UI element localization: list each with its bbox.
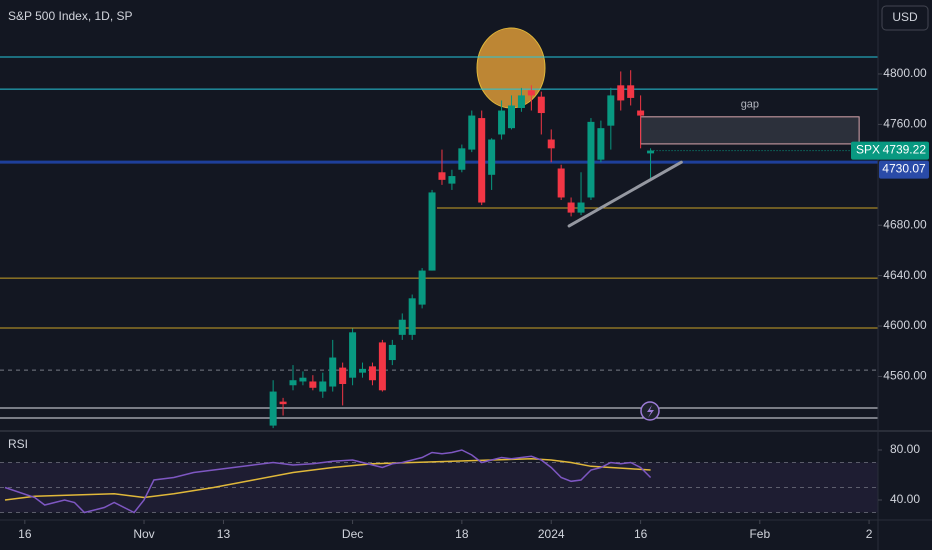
candle-body: [468, 115, 476, 150]
y-tick-label: 4800.00: [883, 66, 927, 80]
price-badge-symbol: SPX: [856, 143, 880, 157]
candle-body: [567, 202, 575, 213]
rsi-ma-line: [4, 458, 651, 501]
candle-body: [319, 381, 327, 392]
candle-body: [289, 380, 297, 386]
line-badge-value: 4730.07: [882, 162, 926, 176]
candle-body: [587, 121, 595, 198]
candle-body: [607, 95, 615, 126]
candle-body: [388, 344, 396, 361]
candle-body: [498, 110, 506, 135]
candle-body: [378, 342, 386, 391]
y-tick-label: 4680.00: [883, 217, 927, 231]
candle-body: [339, 367, 347, 385]
candle-body: [279, 401, 287, 405]
y-tick-label: 4560.00: [883, 369, 927, 383]
line-badge: [879, 160, 929, 179]
candle-body: [617, 85, 625, 101]
candle-body: [637, 110, 645, 116]
currency-label: USD: [892, 10, 918, 24]
candle-body: [359, 368, 367, 373]
y-tick-label: 4640.00: [883, 268, 927, 282]
rsi-tick-label: 40.00: [890, 492, 920, 506]
price-badge-value: 4739.22: [883, 143, 927, 157]
price-badge: [851, 141, 929, 160]
candle-body: [398, 319, 406, 335]
gap-box: [640, 116, 860, 145]
x-tick-label: Nov: [133, 527, 154, 541]
candle-body: [537, 96, 545, 114]
chart-title: S&P 500 Index, 1D, SP: [8, 9, 133, 23]
x-tick-label: 13: [217, 527, 231, 541]
candle-body: [309, 381, 317, 388]
candle-body: [488, 139, 496, 175]
candle-body: [349, 332, 357, 378]
y-tick-label: 4600.00: [883, 318, 927, 332]
candle-body: [438, 172, 446, 180]
candle-body: [458, 148, 466, 170]
rsi-pane: [0, 449, 878, 514]
candle-body: [368, 366, 376, 381]
candle-body: [428, 192, 436, 271]
trend-line: [567, 160, 683, 228]
candle-body: [418, 270, 426, 305]
x-tick-label: Feb: [749, 527, 770, 541]
x-tick-label: 2024: [538, 527, 565, 541]
highlight-circle: [476, 27, 546, 109]
candle-body: [517, 95, 525, 109]
currency-button[interactable]: [881, 5, 929, 31]
candle-body: [299, 377, 307, 382]
price-pane: gap: [0, 27, 878, 429]
overlay: USD S&P 500 Index, 1D, SP SPX 4739.22 4730…: [8, 5, 929, 421]
x-tick-label: 18: [455, 527, 469, 541]
lightning-glyph: [647, 405, 654, 418]
x-tick-label: 16: [18, 527, 32, 541]
x-tick-label: 2: [866, 527, 873, 541]
rsi-tick-label: 80.00: [890, 442, 920, 456]
rsi-label: RSI: [8, 437, 28, 451]
candle-body: [329, 357, 337, 387]
candle-body: [508, 105, 516, 129]
candle-body: [527, 90, 535, 96]
x-tick-label: 16: [634, 527, 648, 541]
x-tick-label: Dec: [342, 527, 363, 541]
candle-body: [627, 85, 635, 98]
candle-body: [269, 391, 277, 426]
candle-body: [577, 202, 585, 213]
candle-body: [408, 298, 416, 335]
y-tick-label: 4760.00: [883, 117, 927, 131]
rsi-line: [4, 449, 652, 514]
candle-body: [448, 176, 456, 184]
candle-body: [557, 168, 565, 198]
candle-body: [547, 139, 555, 149]
candle-body: [597, 128, 605, 160]
candle-body: [647, 150, 655, 154]
gap-label: gap: [741, 99, 759, 111]
candle-body: [478, 118, 486, 203]
